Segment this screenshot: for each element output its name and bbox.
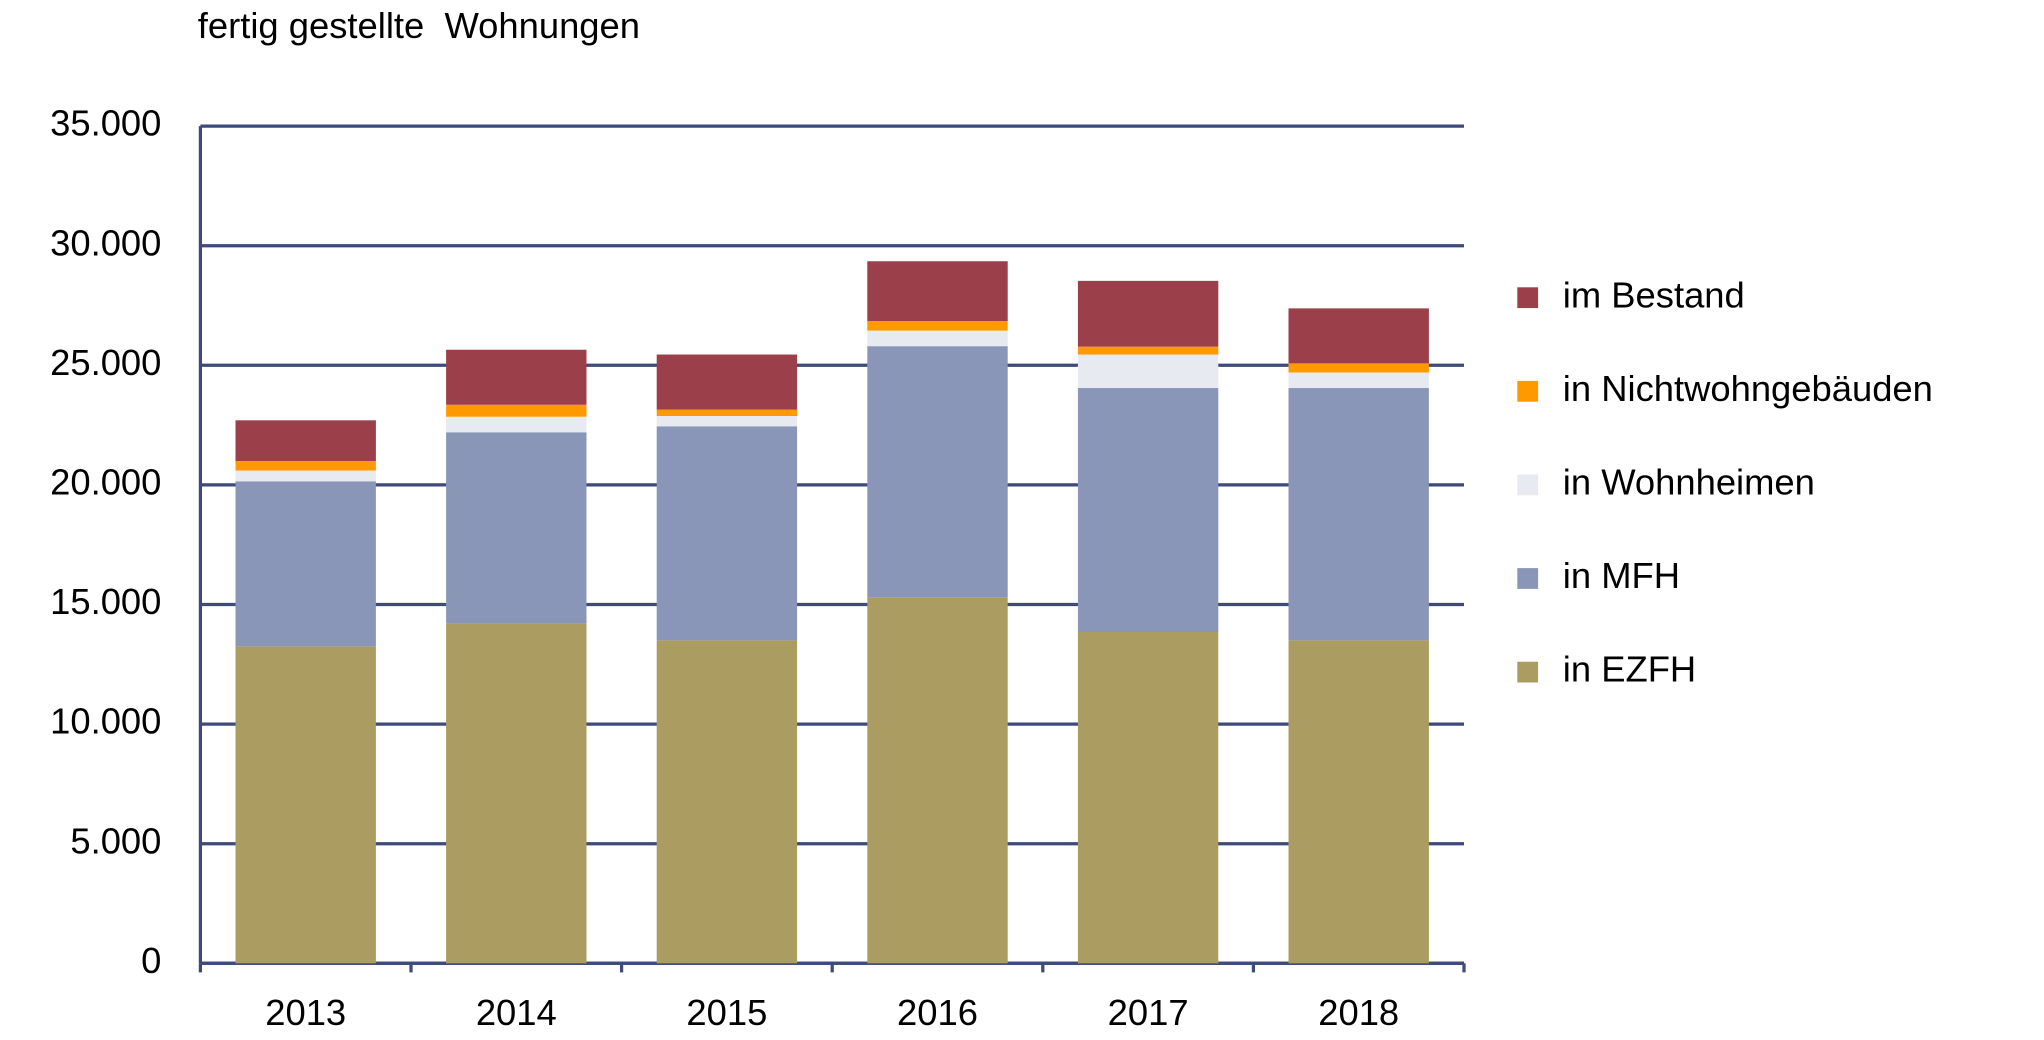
y-tick-label: 20.000 [50,462,161,503]
bar-segment [446,349,587,405]
legend-swatch [1517,474,1539,496]
x-tick-label: 2015 [686,992,767,1033]
y-tick-label: 15.000 [50,581,161,622]
bar-segment [1077,346,1219,355]
x-tick-label: 2017 [1108,992,1189,1033]
legend-label: in MFH [1563,555,1680,596]
bar-segment [235,481,376,647]
bar-segment [1288,308,1429,364]
bar-segment [1288,372,1429,389]
legend-swatch [1517,380,1539,402]
bar-segment [235,460,376,471]
bar-segment [867,261,1008,322]
bar-segment [1077,354,1219,389]
y-tick-label: 30.000 [50,222,161,263]
bar-segment [656,354,798,410]
bar-segment [656,640,798,964]
legend-label: in Wohnheimen [1563,462,1815,503]
x-tick-label: 2014 [476,992,557,1033]
legend-label: in EZFH [1563,649,1696,690]
y-tick-label: 25.000 [50,342,161,383]
x-tick-label: 2018 [1318,992,1399,1033]
bar-segment [1288,363,1429,373]
y-tick-label: 0 [141,940,161,981]
bar-segment [446,416,587,433]
x-tick-label: 2013 [265,992,346,1033]
y-tick-label: 5.000 [70,820,161,861]
x-tick-label: 2016 [897,992,978,1033]
bar-segment [867,346,1008,598]
bar-segment [656,426,798,641]
legend-swatch [1517,568,1539,589]
bar-segment [446,404,587,417]
bar-segment [1288,388,1429,641]
legend-swatch [1517,287,1539,309]
bar-segment [446,623,587,964]
y-tick-label: 35.000 [50,103,161,144]
bar-segment [656,409,798,417]
bar-segment [235,470,376,482]
legend-label: in Nichtwohngebäuden [1563,368,1933,409]
bar-segment [656,416,798,427]
bar-segment [867,330,1008,347]
bar-segment [235,420,376,461]
bar-segment [446,432,587,624]
y-tick-label: 10.000 [50,701,161,742]
legend-swatch [1517,661,1539,683]
bar-segment [867,597,1008,964]
legend-label: im Bestand [1563,274,1745,315]
bar-segment [1077,388,1219,633]
bar-segment [1077,632,1219,964]
bar-segment [867,321,1008,331]
bar-segment [235,646,376,964]
bar-segment [1288,640,1429,964]
chart-title: fertig gestellte Wohnungen [198,5,640,46]
bar-segment [1077,280,1219,347]
